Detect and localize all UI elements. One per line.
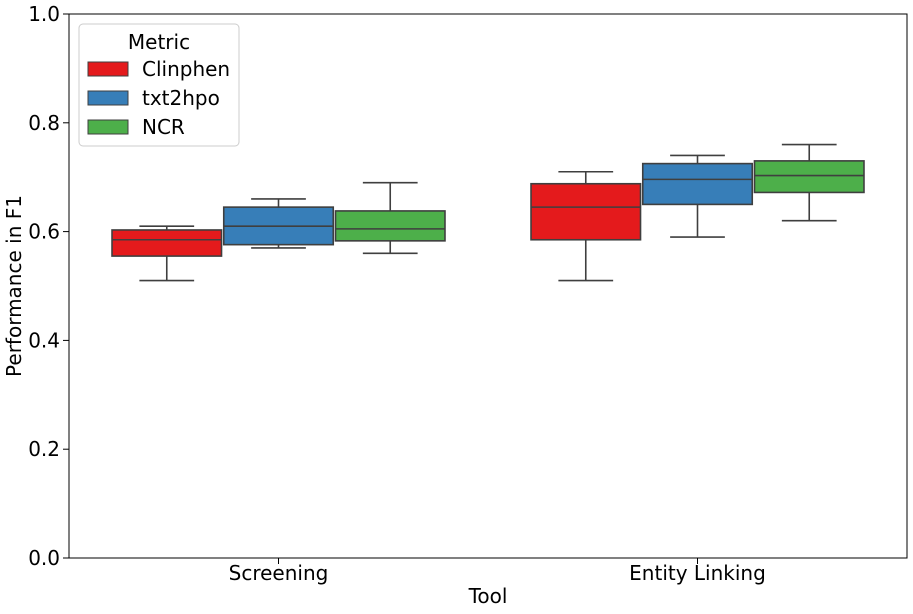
y-tick-label: 0.8	[28, 111, 60, 135]
x-tick-label: Screening	[229, 561, 329, 585]
y-tick-label: 0.6	[28, 220, 60, 244]
iqr-box	[111, 229, 223, 257]
legend-swatch-txt2hpo	[87, 90, 129, 106]
plot-frame	[68, 13, 908, 559]
iqr-box	[753, 160, 865, 194]
y-tick-label: 0.2	[28, 437, 60, 461]
box-txt2hpo	[222, 198, 335, 249]
legend-label-ncr: NCR	[142, 115, 185, 139]
legend-title: Metric	[128, 30, 190, 54]
axes: 0.0 0.2 0.4 0.6 0.8 1.0 Screening Entity Linkin…	[28, 2, 766, 585]
iqr-box	[334, 210, 446, 242]
y-tick-label: 0.0	[28, 546, 60, 570]
legend-label-txt2hpo: txt2hpo	[142, 86, 220, 110]
box-ncr	[753, 143, 865, 222]
legend-label-clinphen: Clinphen	[142, 57, 230, 81]
box-clinphen	[530, 170, 642, 282]
legend: Metric Clinphen txt2hpo NCR	[78, 23, 240, 147]
y-tick-label: 1.0	[28, 2, 60, 26]
legend-swatch-ncr	[87, 119, 129, 135]
y-tick-label: 0.4	[28, 328, 60, 352]
legend-frame	[78, 23, 240, 147]
box-txt2hpo	[641, 154, 754, 238]
plot-marks	[111, 143, 865, 282]
box-ncr	[334, 181, 446, 255]
legend-swatch-clinphen	[87, 61, 129, 77]
y-axis-title: Performance in F1	[2, 195, 26, 377]
box-clinphen	[111, 225, 223, 282]
x-tick-label: Entity Linking	[629, 561, 766, 585]
iqr-box	[530, 182, 642, 241]
iqr-box	[641, 162, 754, 206]
x-axis-title: Tool	[468, 584, 508, 608]
